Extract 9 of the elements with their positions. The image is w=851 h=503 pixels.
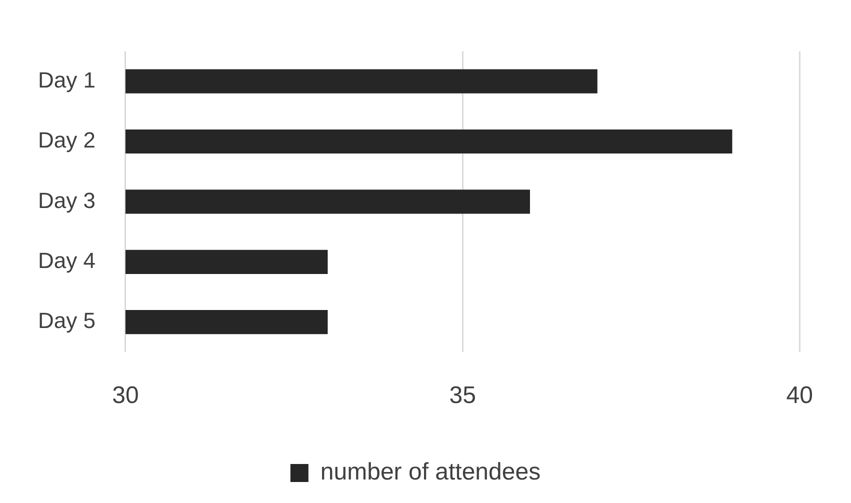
y-tick-label: Day 2 [38,128,96,153]
legend-label: number of attendees [320,458,541,486]
y-tick-label: Day 1 [38,67,96,92]
y-tick-label: Day 5 [38,308,96,334]
x-tick-label: 40 [786,382,814,410]
x-tick-label: 35 [449,382,476,410]
y-tick-label: Day 3 [38,188,96,213]
y-tick-label: Day 4 [38,248,96,273]
x-tick-label: 30 [112,382,139,410]
